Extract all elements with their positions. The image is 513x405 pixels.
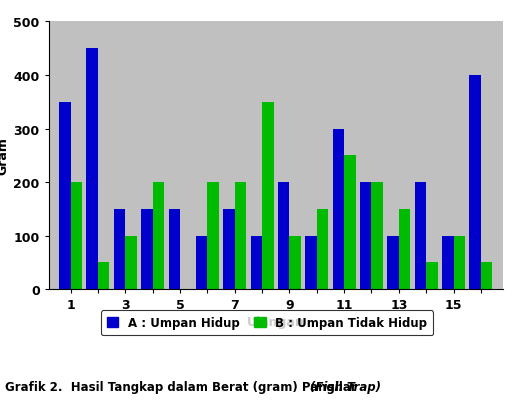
Text: (Fish Trap): (Fish Trap) (310, 380, 381, 393)
Y-axis label: Gram: Gram (0, 137, 9, 175)
Bar (235, 183, 246, 290)
X-axis label: Ulangan: Ulangan (247, 316, 305, 329)
Bar (169, 209, 180, 290)
Bar (360, 183, 371, 290)
Bar (71, 183, 82, 290)
Text: Grafik 2.  Hasil Tangkap dalam Berat (gram) Pangilar: Grafik 2. Hasil Tangkap dalam Berat (gra… (5, 380, 361, 393)
Bar (344, 156, 356, 290)
Bar (371, 183, 383, 290)
Legend: A : Umpan Hidup, B : Umpan Tidak Hidup: A : Umpan Hidup, B : Umpan Tidak Hidup (101, 311, 433, 335)
Bar (317, 209, 328, 290)
Bar (59, 102, 71, 290)
Bar (114, 209, 125, 290)
Bar (223, 209, 235, 290)
Bar (141, 209, 153, 290)
Bar (332, 129, 344, 290)
Bar (399, 209, 410, 290)
Bar (387, 236, 399, 290)
Bar (453, 236, 465, 290)
Bar (262, 102, 273, 290)
Bar (469, 76, 481, 290)
Bar (305, 236, 317, 290)
Bar (207, 183, 219, 290)
Bar (426, 263, 438, 290)
Bar (289, 236, 301, 290)
Bar (153, 183, 164, 290)
Bar (98, 263, 109, 290)
Bar (415, 183, 426, 290)
Bar (87, 49, 98, 290)
Bar (481, 263, 492, 290)
Bar (442, 236, 453, 290)
Bar (125, 236, 137, 290)
Bar (196, 236, 207, 290)
Bar (278, 183, 289, 290)
Bar (250, 236, 262, 290)
